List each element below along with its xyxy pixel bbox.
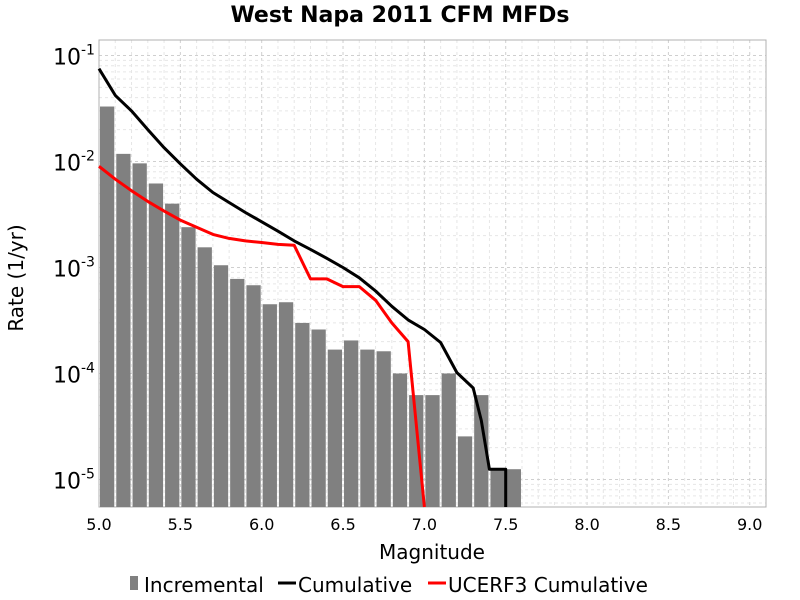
y-tick-label: 10-5 — [53, 466, 95, 494]
x-tick-label: 7.0 — [412, 515, 437, 534]
legend-label: UCERF3 Cumulative — [448, 573, 648, 597]
incremental-bar — [148, 183, 164, 508]
incremental-bar — [165, 203, 180, 508]
incremental-bar — [132, 163, 147, 507]
incremental-bar — [181, 227, 196, 507]
x-tick-label: 6.0 — [249, 515, 274, 534]
incremental-bar — [376, 351, 391, 507]
incremental-bar — [100, 106, 115, 507]
legend-swatch-incremental — [130, 576, 138, 590]
y-axis-label: Rate (1/yr) — [4, 224, 28, 331]
incremental-bar — [295, 322, 310, 507]
x-axis-label: Magnitude — [379, 540, 485, 564]
x-tick-label: 8.0 — [574, 515, 599, 534]
y-axis-ticks: 10-1 10-2 10-3 10-4 10-5 — [53, 42, 95, 494]
incremental-bars — [100, 106, 521, 508]
incremental-bar — [278, 302, 294, 507]
y-tick-label: 10-2 — [53, 148, 95, 176]
incremental-bar — [409, 395, 424, 507]
x-tick-label: 9.0 — [737, 515, 762, 534]
incremental-bar — [474, 395, 489, 507]
x-tick-label: 5.0 — [86, 515, 111, 534]
x-tick-label: 6.5 — [330, 515, 355, 534]
incremental-bar — [490, 469, 505, 507]
incremental-bar — [262, 304, 277, 507]
incremental-bar — [425, 395, 440, 507]
incremental-bar — [197, 247, 212, 507]
incremental-bar — [441, 373, 456, 507]
legend: Incremental Cumulative UCERF3 Cumulative — [130, 573, 648, 597]
legend-label: Cumulative — [298, 573, 412, 597]
incremental-bar — [392, 373, 408, 507]
y-tick-label: 10-3 — [53, 254, 95, 282]
incremental-bar — [246, 285, 261, 507]
x-axis-ticks: 5.0 5.5 6.0 6.5 7.0 7.5 8.0 8.5 9.0 — [86, 515, 762, 534]
x-tick-label: 5.5 — [168, 515, 193, 534]
ucerf3-cumulative-line — [98, 165, 426, 508]
x-tick-label: 8.5 — [656, 515, 681, 534]
legend-label: Incremental — [144, 573, 264, 597]
incremental-bar — [457, 436, 473, 507]
incremental-bar — [506, 469, 521, 507]
incremental-bar — [327, 349, 343, 507]
incremental-bar — [116, 153, 131, 507]
incremental-bar — [360, 349, 375, 507]
y-tick-label: 10-4 — [53, 360, 95, 388]
incremental-bar — [344, 340, 359, 507]
series-lines — [97, 67, 508, 508]
chart-title: West Napa 2011 CFM MFDs — [230, 3, 569, 28]
y-tick-label: 10-1 — [53, 42, 95, 70]
x-tick-label: 7.5 — [493, 515, 518, 534]
cumulative-line — [97, 67, 508, 507]
incremental-bar — [311, 329, 326, 507]
incremental-bar — [230, 278, 245, 507]
incremental-bar — [213, 265, 229, 507]
